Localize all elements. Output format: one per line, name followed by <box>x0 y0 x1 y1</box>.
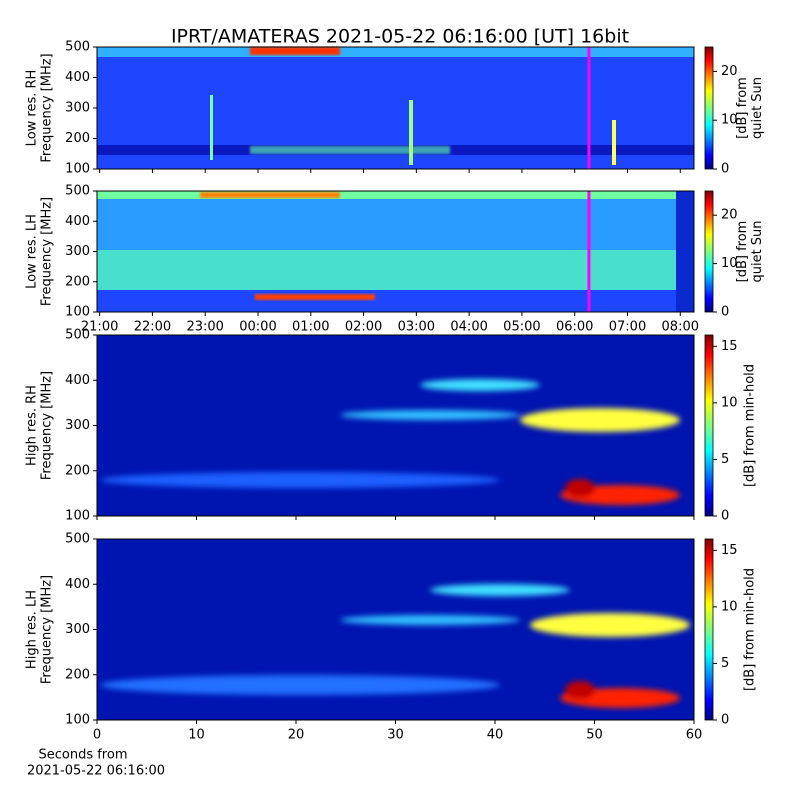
x-tick-label: 06:00 <box>556 320 593 335</box>
colorbar-label: [dB] from min-hold <box>743 364 758 487</box>
y-axis-label: Low res. LH <box>25 214 40 289</box>
x-tick-label: 0 <box>93 728 101 743</box>
colorbar-tick-label: 0 <box>721 713 729 728</box>
colorbar-tick-label: 15 <box>721 339 738 354</box>
spectrogram-image <box>97 47 694 57</box>
x-tick-label: 05:00 <box>503 320 540 335</box>
y-axis-label: Low res. RH <box>25 70 40 147</box>
x-tick-label: 60 <box>686 728 703 743</box>
x-tick-label: 30 <box>387 728 404 743</box>
colorbar <box>704 46 714 170</box>
spectrogram-art <box>97 47 694 720</box>
y-tick-label: 500 <box>65 532 90 547</box>
y-tick-label: 500 <box>65 40 90 55</box>
colorbar-label: [dB] from <box>735 221 750 283</box>
y-tick-label: 300 <box>65 244 90 259</box>
colorbar-tick-label: 10 <box>721 395 738 410</box>
spectrogram-image <box>97 250 694 290</box>
x-tick-label: 02:00 <box>345 320 382 335</box>
x-axis-label: Seconds from <box>38 748 127 763</box>
x-tick-label: 21:00 <box>81 320 118 335</box>
spectrogram-image <box>97 290 694 312</box>
colorbar-tick-label: 10 <box>721 113 738 128</box>
spectrogram-image <box>676 191 694 312</box>
colorbar-tick-label: 5 <box>721 656 729 671</box>
colorbar <box>704 334 714 517</box>
x-tick-label: 01:00 <box>292 320 329 335</box>
colorbar-tick-label: 0 <box>721 162 729 177</box>
y-axis-label: Frequency [MHz] <box>40 575 55 684</box>
colorbar-label: [dB] from min-hold <box>743 568 758 691</box>
colorbar-label: [dB] from <box>735 77 750 139</box>
y-tick-label: 400 <box>65 70 90 85</box>
colorbar-tick-label: 15 <box>721 543 738 558</box>
y-tick-label: 200 <box>65 131 90 146</box>
x-tick-label: 40 <box>487 728 504 743</box>
colorbar-tick-label: 20 <box>721 64 738 79</box>
spectrogram-image <box>250 146 450 154</box>
y-tick-label: 300 <box>65 622 90 637</box>
y-tick-label: 100 <box>65 162 90 177</box>
y-tick-label: 200 <box>65 274 90 289</box>
y-tick-label: 300 <box>65 418 90 433</box>
x-tick-label: 04:00 <box>450 320 487 335</box>
colorbar-tick-label: 10 <box>721 256 738 271</box>
colorbar-tick-label: 0 <box>721 509 729 524</box>
y-tick-label: 100 <box>65 713 90 728</box>
colorbar-tick-label: 0 <box>721 305 729 320</box>
x-tick-label: 10 <box>188 728 205 743</box>
colorbar <box>704 190 714 313</box>
y-axis-label: High res. LH <box>25 590 40 669</box>
y-tick-label: 300 <box>65 101 90 116</box>
title: IPRT/AMATERAS 2021-05-22 06:16:00 [UT] 1… <box>171 26 629 48</box>
colorbar <box>704 538 714 721</box>
colorbar-tick-label: 20 <box>721 208 738 223</box>
y-tick-label: 100 <box>65 509 90 524</box>
colorbar-label: quiet Sun <box>750 77 765 139</box>
spectrogram-image <box>200 192 340 198</box>
y-tick-label: 500 <box>65 184 90 199</box>
y-tick-label: 400 <box>65 577 90 592</box>
y-tick-label: 100 <box>65 305 90 320</box>
x-tick-label: 08:00 <box>662 320 699 335</box>
y-tick-label: 200 <box>65 463 90 478</box>
y-axis-label: High res. RH <box>25 385 40 466</box>
colorbar-label: quiet Sun <box>750 220 765 282</box>
y-axis-label: Frequency [MHz] <box>40 197 55 306</box>
y-tick-label: 500 <box>65 328 90 343</box>
spectrogram-image <box>255 294 375 300</box>
x-tick-label: 20 <box>288 728 305 743</box>
x-tick-label: 07:00 <box>609 320 646 335</box>
spectrogram-image <box>210 95 213 160</box>
x-axis-label: 2021-05-22 06:16:00 <box>27 764 165 779</box>
spectrogram-image <box>97 191 694 199</box>
y-tick-label: 400 <box>65 214 90 229</box>
y-tick-label: 200 <box>65 667 90 682</box>
x-tick-label: 23:00 <box>186 320 223 335</box>
y-axis-label: Frequency [MHz] <box>40 53 55 162</box>
spectrogram-image <box>612 120 616 165</box>
spectrogram-image <box>409 100 413 165</box>
spectrogram-image <box>250 47 340 55</box>
x-tick-label: 22:00 <box>134 320 171 335</box>
y-axis-label: Frequency [MHz] <box>40 371 55 480</box>
x-tick-label: 03:00 <box>398 320 435 335</box>
colorbar-tick-label: 5 <box>721 452 729 467</box>
y-tick-label: 400 <box>65 373 90 388</box>
colorbar-tick-label: 10 <box>721 599 738 614</box>
x-tick-label: 50 <box>586 728 603 743</box>
x-tick-label: 00:00 <box>239 320 276 335</box>
